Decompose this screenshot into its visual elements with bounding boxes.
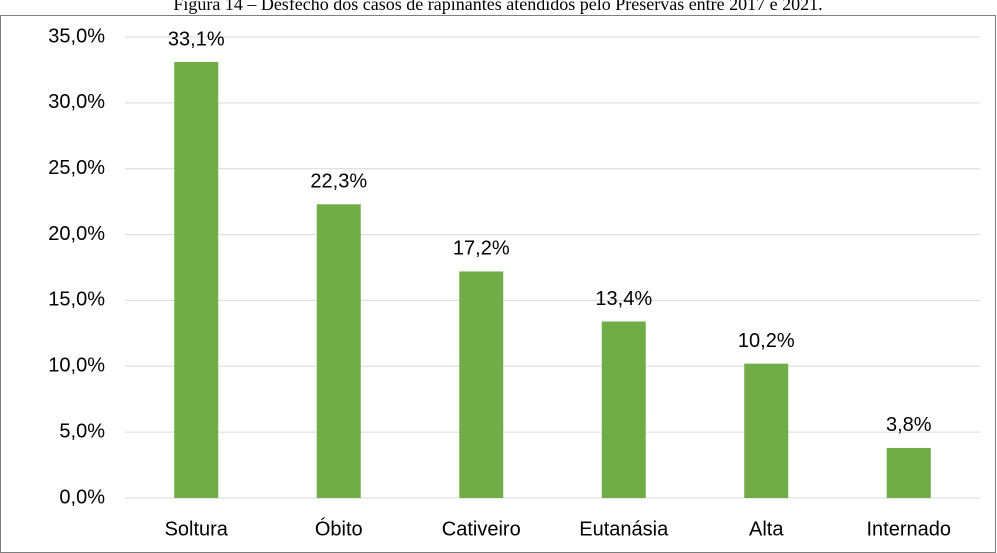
value-label: 10,2% <box>738 330 795 352</box>
y-tick-label: 20,0% <box>48 223 105 245</box>
bar <box>744 363 789 498</box>
x-tick-label: Internado <box>866 518 951 540</box>
y-tick-label: 25,0% <box>48 157 105 179</box>
bar <box>459 271 504 498</box>
y-tick-label: 15,0% <box>48 289 105 311</box>
value-label: 22,3% <box>310 171 367 193</box>
bar <box>174 62 219 498</box>
value-label: 3,8% <box>886 414 932 436</box>
bar <box>316 204 361 498</box>
bar <box>886 447 931 498</box>
value-label: 13,4% <box>595 288 652 310</box>
x-tick-label: Cativeiro <box>442 518 521 540</box>
x-tick-label: Alta <box>749 518 784 540</box>
y-tick-label: 0,0% <box>59 486 105 508</box>
y-tick-label: 10,0% <box>48 355 105 377</box>
bar <box>601 321 646 498</box>
x-tick-label: Óbito <box>315 517 363 540</box>
value-label: 33,1% <box>168 28 225 50</box>
x-tick-label: Eutanásia <box>579 518 669 540</box>
value-label: 17,2% <box>453 238 510 260</box>
chart-title: Figura 14 – Desfecho dos casos de rapina… <box>173 0 822 14</box>
y-tick-label: 30,0% <box>48 91 105 113</box>
y-tick-label: 5,0% <box>59 420 105 442</box>
y-tick-label: 35,0% <box>48 25 105 47</box>
x-tick-label: Soltura <box>165 518 229 540</box>
